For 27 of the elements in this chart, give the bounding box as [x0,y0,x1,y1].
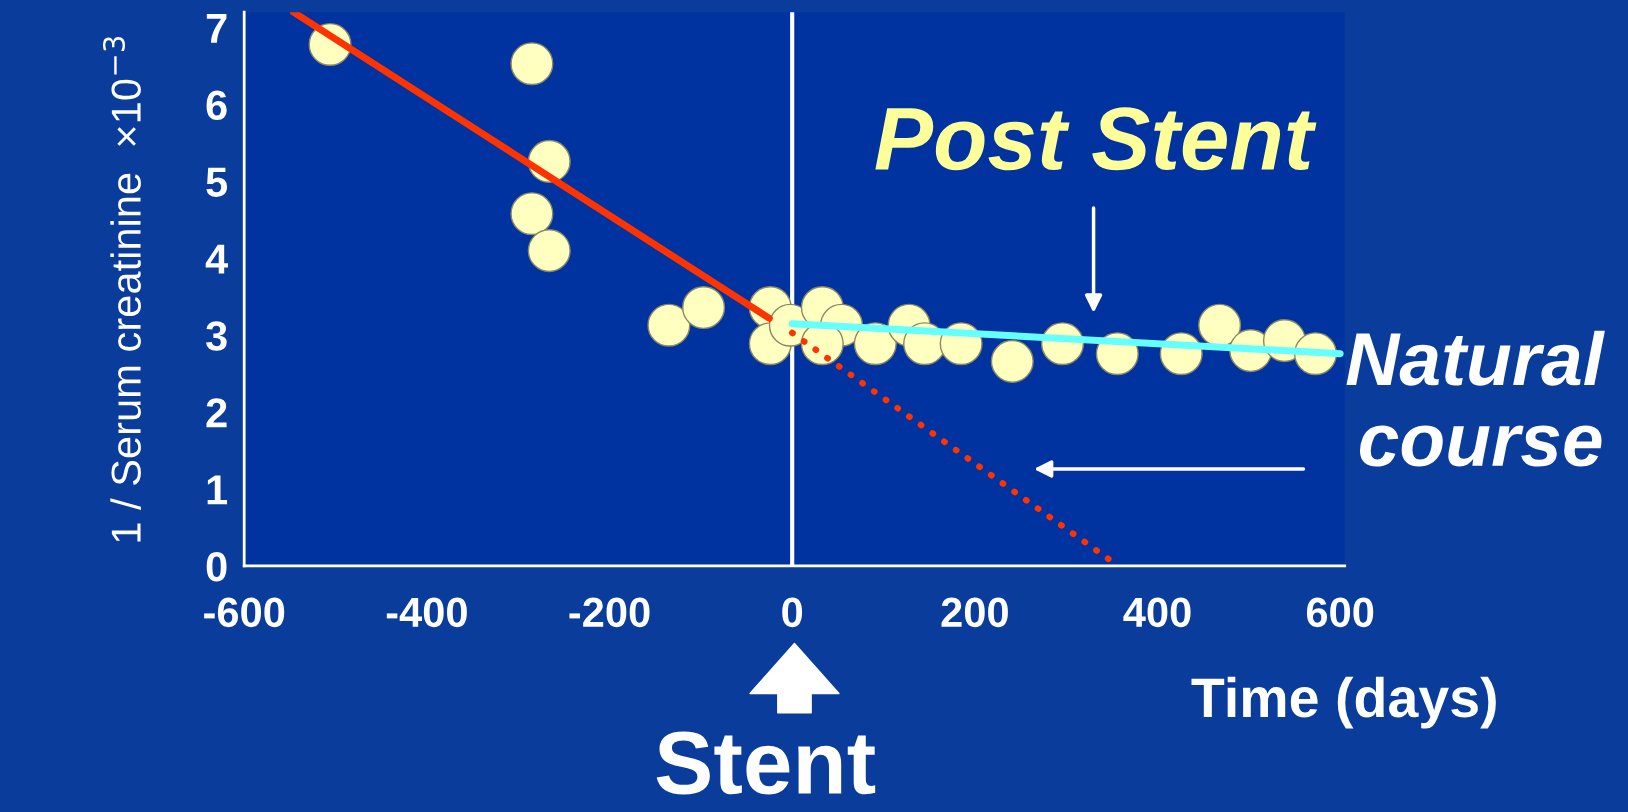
y-tick-label: 2 [206,398,227,428]
point [647,303,691,347]
x-tick-label: 0 [782,597,803,628]
point [682,286,726,330]
x-tick-label: 600 [1306,597,1374,628]
y-tick-label: 4 [205,244,229,274]
y-tick-label: 7 [206,14,227,43]
text: Natural course [1346,330,1605,467]
y-axis-title: 1 / Serum creatinine ×10$^{−3}$ [102,36,141,542]
x-tick-label: -600 [204,597,285,628]
y-tick-label: 1 [207,475,228,505]
annotation: Post Stent [875,107,1317,171]
text: Stent [656,731,876,795]
y-tick-label: 0 [206,551,227,582]
x-tick-label: 400 [1123,597,1191,628]
y-tick-label: 6 [206,90,227,120]
point [990,339,1034,383]
y-tick-label: 3 [206,321,227,351]
point [510,42,554,86]
x-tick-label: -200 [569,597,650,628]
x-tick-label: -400 [386,597,467,628]
x-axis-title: Time (days) [1191,676,1496,729]
x-tick-label: 200 [941,597,1008,628]
point [510,192,554,236]
point [527,229,571,273]
point [1198,303,1242,347]
y-tick-label: 5 [206,167,228,197]
